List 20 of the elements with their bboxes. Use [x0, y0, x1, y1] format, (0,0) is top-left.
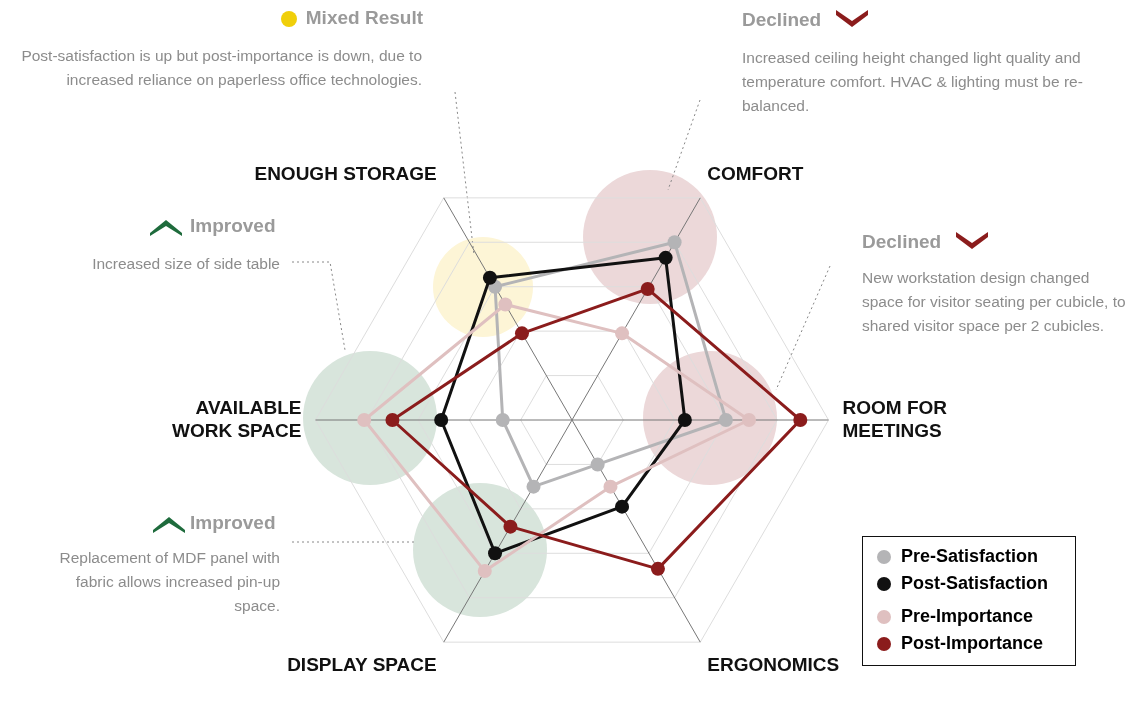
- spoke-label: ERGONOMICS: [707, 653, 840, 675]
- legend-label: Post-Importance: [901, 633, 1044, 654]
- text: New workstation design changed space for visitor seating per cubicle, to shared visitor space per 2 cubicles.: [862, 268, 1127, 336]
- text: Increased ceiling height changed light quality and temperature comfort. HVAC & lighting must be re-balanced.: [742, 48, 1084, 116]
- text: Declined: [742, 8, 822, 32]
- text: Mixed Result: [305, 6, 423, 30]
- spoke-label: COMFORT: [707, 162, 804, 184]
- text: Declined: [862, 230, 942, 254]
- spoke-label: ROOM FOR MEETINGS: [842, 396, 948, 441]
- text: Improved: [190, 214, 276, 238]
- text: Replacement of MDF panel with fabric allows increased pin-up space.: [58, 548, 280, 616]
- legend-label: Pre-Importance: [901, 606, 1034, 627]
- spoke-label: ENOUGH STORAGE: [254, 162, 437, 184]
- text: Post-satisfaction is up but post-importance is down, due to increased reliance on paperless office technologies.: [20, 46, 422, 90]
- legend-label: Pre-Satisfaction: [901, 546, 1039, 567]
- text: Increased size of side table: [91, 254, 280, 274]
- spoke-label: DISPLAY SPACE: [287, 653, 437, 675]
- legend-label: Post-Satisfaction: [901, 573, 1049, 594]
- spoke-label: AVAILABLE WORK SPACE: [172, 396, 302, 441]
- text: Improved: [190, 511, 276, 535]
